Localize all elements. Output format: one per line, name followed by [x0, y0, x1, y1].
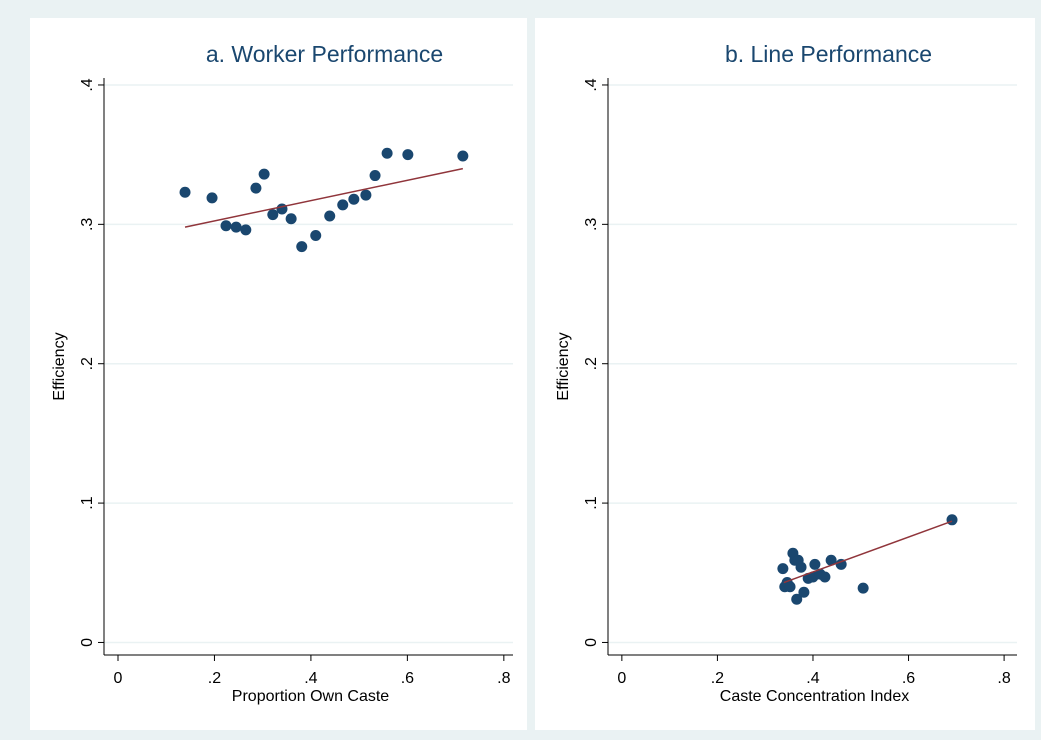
panel	[535, 18, 1035, 730]
y-tick-label: .1	[79, 496, 96, 509]
point	[310, 229, 322, 241]
point	[825, 554, 837, 566]
point	[369, 170, 381, 182]
y-tick-label: .4	[583, 78, 600, 91]
fit-line	[783, 520, 953, 584]
point	[791, 593, 803, 605]
point	[798, 586, 810, 598]
y-tick-label: .2	[79, 357, 96, 370]
y-tick-label: .1	[583, 496, 600, 509]
point	[230, 221, 242, 233]
fit-line	[184, 167, 463, 228]
x-tick-label: .2	[711, 670, 724, 687]
y-tick-label: 0	[79, 638, 96, 647]
point	[250, 182, 262, 194]
point	[381, 147, 393, 159]
point	[285, 213, 297, 225]
point	[360, 189, 372, 201]
chart-title: b. Line Performance	[725, 41, 932, 67]
point	[857, 582, 869, 594]
x-tick-label: .6	[401, 670, 414, 687]
x-axis-label: Proportion Own Caste	[232, 688, 390, 705]
point	[324, 210, 336, 222]
x-tick-label: 0	[617, 670, 626, 687]
point	[809, 558, 821, 570]
point	[179, 186, 191, 198]
y-tick-label: 0	[583, 638, 600, 647]
y-tick-label: .4	[79, 78, 96, 91]
x-tick-label: .8	[997, 670, 1010, 687]
point	[240, 224, 252, 236]
y-axis-label: Efficiency	[555, 332, 572, 400]
y-tick-label: .2	[583, 357, 600, 370]
x-tick-label: .8	[497, 670, 510, 687]
point	[220, 220, 232, 232]
point	[819, 571, 831, 583]
point	[402, 149, 414, 161]
x-tick-label: .2	[208, 670, 221, 687]
point	[777, 563, 789, 575]
point	[337, 199, 349, 211]
point	[457, 150, 469, 162]
y-tick-label: .3	[79, 218, 96, 231]
point	[258, 168, 270, 180]
x-tick-label: .4	[806, 670, 819, 687]
chart-title: a. Worker Performance	[206, 41, 443, 67]
point	[795, 561, 807, 573]
x-axis-label: Caste Concentration Index	[720, 688, 909, 705]
point	[296, 241, 308, 253]
point	[784, 581, 796, 593]
point	[835, 558, 847, 570]
x-tick-label: 0	[114, 670, 123, 687]
point	[267, 209, 279, 221]
point	[348, 193, 360, 205]
y-axis-label: Efficiency	[51, 332, 68, 400]
point	[206, 192, 218, 204]
panel	[30, 18, 527, 730]
x-tick-label: .4	[304, 670, 317, 687]
x-tick-label: .6	[902, 670, 915, 687]
point	[946, 514, 958, 526]
y-tick-label: .3	[583, 218, 600, 231]
